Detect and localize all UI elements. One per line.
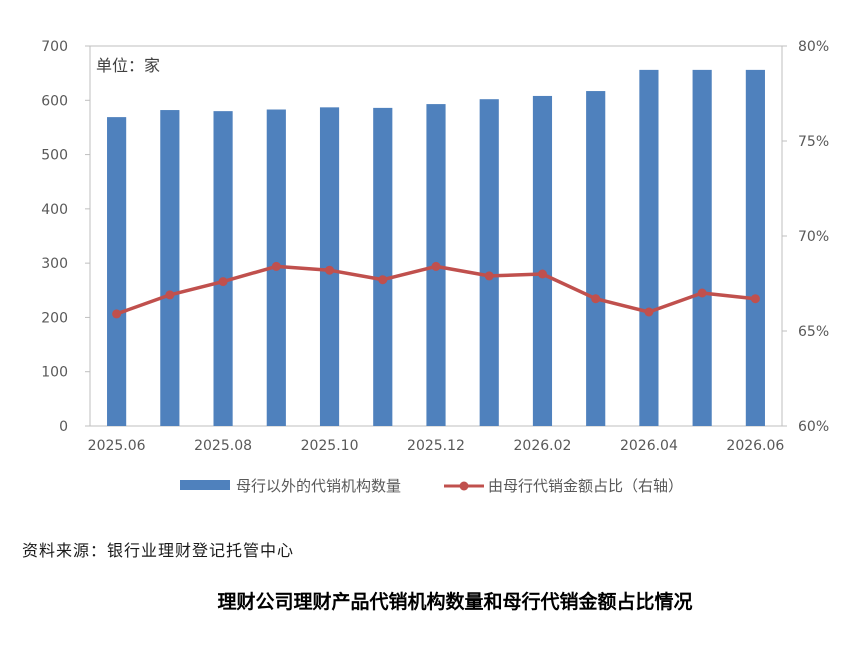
bar <box>639 69 659 426</box>
legend: 母行以外的代销机构数量 由母行代销金额占比（右轴） <box>180 477 683 495</box>
y-right-tick-label: 70% <box>798 229 829 245</box>
bar-series <box>107 69 765 427</box>
y-left-tick-label: 0 <box>59 419 68 435</box>
line-point <box>644 307 654 317</box>
x-tick-label: 2025.06 <box>88 438 146 454</box>
bar <box>745 69 765 426</box>
bar <box>692 69 712 426</box>
bar <box>479 99 499 426</box>
line-point <box>165 290 175 300</box>
legend-swatch-bar <box>180 480 230 490</box>
y-left-tick-label: 700 <box>41 39 68 55</box>
bar <box>373 107 393 426</box>
figure-caption: 理财公司理财产品代销机构数量和母行代销金额占比情况 <box>217 591 693 613</box>
line-series <box>112 261 760 319</box>
bar <box>107 117 127 426</box>
line-point <box>697 288 707 298</box>
legend-label-line: 由母行代销金额占比（右轴） <box>488 477 683 495</box>
unit-label: 单位：家 <box>96 56 160 75</box>
line-point <box>537 269 547 279</box>
line-point <box>431 261 441 271</box>
bar <box>532 95 553 426</box>
x-tick-label: 2026.02 <box>514 438 572 454</box>
y-left-tick-label: 300 <box>41 256 68 272</box>
line-point <box>378 275 388 285</box>
y-right-tick-label: 80% <box>798 39 829 55</box>
x-tick-label: 2025.12 <box>407 438 465 454</box>
line-point <box>750 294 760 304</box>
y-right-tick-label: 65% <box>798 324 829 340</box>
line-point <box>271 261 281 271</box>
y-left-tick-label: 200 <box>41 310 68 326</box>
y-left-tick-label: 400 <box>41 202 68 218</box>
bar <box>160 110 180 427</box>
x-tick-label: 2026.04 <box>620 438 678 454</box>
y-left-tick-label: 500 <box>41 148 68 164</box>
x-tick-label: 2026.06 <box>726 438 784 454</box>
x-axis: 2025.06 2025.08 2025.10 2025.12 2026.02 2026.… <box>88 438 785 454</box>
y-right-tick-label: 60% <box>798 419 829 435</box>
x-tick-label: 2025.08 <box>194 438 252 454</box>
y-left-tick-label: 100 <box>41 365 68 381</box>
x-tick-label: 2025.10 <box>301 438 359 454</box>
y-axis-left: 0 100 200 300 400 500 600 700 <box>41 39 90 435</box>
bar <box>586 91 606 427</box>
legend-label-bar: 母行以外的代销机构数量 <box>236 477 401 495</box>
bar <box>213 111 233 427</box>
line-point <box>218 277 228 287</box>
line-point <box>484 271 494 281</box>
source-note: 资料来源：银行业理财登记托管中心 <box>22 541 295 560</box>
y-left-tick-label: 600 <box>41 93 68 109</box>
y-right-tick-label: 75% <box>798 134 829 150</box>
chart: 单位：家 0 100 200 300 400 500 600 700 60% 65% 70% 75%… <box>41 39 829 495</box>
legend-swatch-marker <box>459 481 469 491</box>
line-point <box>325 265 335 275</box>
y-axis-right: 60% 65% 70% 75% 80% <box>782 39 829 435</box>
line-point <box>591 294 601 304</box>
line-point <box>112 309 122 319</box>
